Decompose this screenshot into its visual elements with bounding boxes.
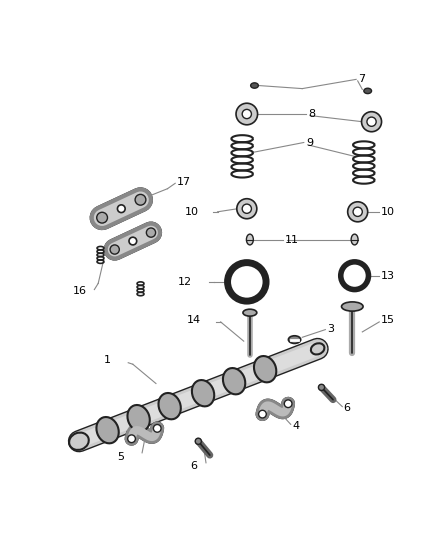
- Ellipse shape: [364, 88, 371, 94]
- Ellipse shape: [247, 234, 253, 245]
- Text: 10: 10: [185, 207, 199, 217]
- Circle shape: [348, 202, 367, 222]
- Text: 9: 9: [306, 138, 313, 148]
- Text: 7: 7: [358, 75, 366, 84]
- Circle shape: [242, 204, 251, 213]
- Circle shape: [367, 117, 376, 126]
- Ellipse shape: [159, 393, 181, 419]
- Circle shape: [353, 207, 362, 216]
- Text: 15: 15: [381, 316, 395, 325]
- Ellipse shape: [96, 417, 119, 443]
- Ellipse shape: [223, 368, 245, 394]
- Circle shape: [237, 199, 257, 219]
- Ellipse shape: [69, 433, 89, 450]
- Circle shape: [97, 212, 107, 223]
- Circle shape: [236, 103, 258, 125]
- Ellipse shape: [251, 83, 258, 88]
- Circle shape: [258, 410, 266, 418]
- Text: 11: 11: [285, 235, 299, 245]
- Text: 13: 13: [381, 271, 395, 281]
- Circle shape: [361, 112, 381, 132]
- Circle shape: [129, 237, 137, 245]
- Circle shape: [110, 245, 119, 254]
- Text: 5: 5: [117, 451, 124, 462]
- Circle shape: [242, 109, 251, 119]
- Ellipse shape: [243, 309, 257, 316]
- Text: 1: 1: [103, 356, 110, 366]
- Text: 3: 3: [328, 324, 335, 334]
- Ellipse shape: [342, 302, 363, 311]
- Circle shape: [284, 400, 292, 408]
- Circle shape: [195, 438, 201, 445]
- Text: 10: 10: [381, 207, 395, 217]
- Text: 6: 6: [343, 403, 350, 413]
- Text: 6: 6: [191, 461, 198, 471]
- Text: 17: 17: [177, 177, 191, 187]
- Text: 4: 4: [292, 421, 299, 431]
- Text: 14: 14: [187, 314, 201, 325]
- Circle shape: [146, 228, 155, 237]
- Text: 16: 16: [73, 286, 87, 296]
- Ellipse shape: [254, 356, 276, 382]
- Ellipse shape: [311, 343, 325, 354]
- Circle shape: [117, 205, 125, 213]
- Ellipse shape: [127, 405, 150, 431]
- Circle shape: [318, 384, 325, 391]
- Circle shape: [153, 424, 161, 432]
- Text: 12: 12: [177, 277, 192, 287]
- Ellipse shape: [288, 336, 301, 343]
- Ellipse shape: [192, 380, 214, 406]
- Ellipse shape: [351, 234, 358, 245]
- Circle shape: [135, 195, 146, 205]
- Text: 8: 8: [308, 109, 315, 119]
- Circle shape: [128, 435, 135, 442]
